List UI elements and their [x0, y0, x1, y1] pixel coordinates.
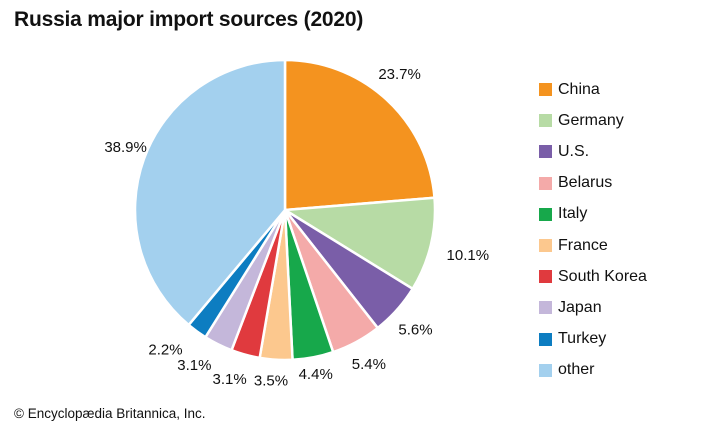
legend-swatch — [539, 176, 552, 190]
legend-swatch — [539, 145, 552, 159]
legend-label: France — [558, 236, 608, 254]
data-label-japan: 3.1% — [177, 357, 211, 374]
legend-swatch — [539, 270, 552, 284]
data-label-belarus: 5.4% — [352, 356, 386, 373]
data-label-china: 23.7% — [378, 66, 421, 83]
data-label-south-korea: 3.1% — [212, 371, 246, 388]
legend-item: U.S. — [539, 136, 647, 167]
legend-swatch — [539, 301, 552, 315]
pie-data-labels: 23.7%10.1%5.6%5.4%4.4%3.5%3.1%3.1%2.2%38… — [104, 66, 489, 390]
legend-item: Japan — [539, 292, 647, 323]
legend-label: Japan — [558, 298, 602, 316]
legend-item: China — [539, 74, 647, 105]
legend-label: Germany — [558, 111, 624, 129]
copyright-credit: © Encyclopædia Britannica, Inc. — [14, 406, 206, 421]
legend-label: Italy — [558, 205, 588, 223]
legend-swatch — [539, 363, 552, 377]
legend-label: other — [558, 361, 595, 379]
chart-title: Russia major import sources (2020) — [14, 8, 364, 31]
legend-item: France — [539, 230, 647, 261]
legend-item: Italy — [539, 199, 647, 230]
legend: China Germany U.S. Belarus Italy France South … — [539, 74, 647, 386]
data-label-france: 3.5% — [254, 373, 288, 390]
data-label-u-s: 5.6% — [398, 322, 432, 339]
legend-label: Belarus — [558, 174, 613, 192]
legend-swatch — [539, 239, 552, 253]
legend-item: other — [539, 355, 647, 386]
data-label-italy: 4.4% — [299, 366, 333, 383]
legend-swatch — [539, 83, 552, 97]
legend-label: South Korea — [558, 267, 647, 285]
legend-item: Germany — [539, 105, 647, 136]
pie-slice-other — [133, 58, 287, 327]
legend-item: South Korea — [539, 261, 647, 292]
legend-label: China — [558, 80, 600, 98]
legend-swatch — [539, 114, 552, 128]
data-label-germany: 10.1% — [447, 247, 490, 264]
data-label-other: 38.9% — [104, 139, 147, 156]
pie-slices — [133, 58, 437, 362]
data-label-turkey: 2.2% — [148, 341, 182, 358]
legend-item: Belarus — [539, 168, 647, 199]
legend-swatch — [539, 332, 552, 346]
legend-label: Turkey — [558, 330, 607, 348]
pie-slice-germany — [283, 196, 437, 291]
pie-slice-china — [283, 58, 436, 212]
legend-label: U.S. — [558, 142, 590, 160]
legend-item: Turkey — [539, 324, 647, 355]
legend-swatch — [539, 207, 552, 221]
